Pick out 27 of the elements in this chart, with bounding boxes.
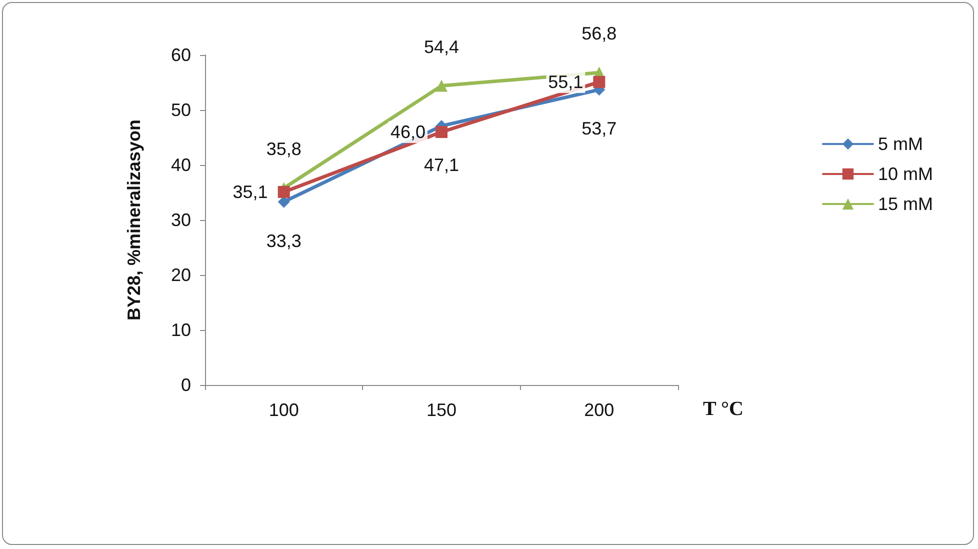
data-label: 46,0 — [390, 122, 426, 142]
legend-label: 10 mM — [878, 164, 934, 184]
y-tick-label: 20 — [170, 265, 191, 285]
data-label: 35,8 — [266, 139, 302, 160]
point — [593, 76, 606, 88]
x-tick-label: 200 — [584, 400, 614, 420]
data-label: 35,1 — [232, 182, 268, 202]
legend-label: 5 mM — [878, 134, 923, 154]
y-axis-title: BY28, %mineralizasyon — [124, 119, 144, 321]
y-tick-label: 50 — [170, 100, 191, 120]
data-label: 55,1 — [548, 72, 584, 92]
x-tick-label: 100 — [268, 400, 299, 420]
legend-label: 15 mM — [878, 194, 934, 214]
data-label: 54,4 — [424, 36, 460, 57]
point — [436, 126, 448, 138]
data-label: 56,8 — [582, 24, 617, 44]
y-tick-label: 30 — [170, 210, 191, 230]
data-label: 33,3 — [266, 230, 302, 251]
y-tick-label: 10 — [170, 320, 191, 340]
y-tick-label: 0 — [180, 375, 191, 395]
point — [436, 80, 448, 92]
x-tick-label: 150 — [426, 400, 457, 420]
x-axis-title: T °C — [703, 398, 744, 420]
data-label: 47,1 — [424, 154, 460, 175]
data-label: 53,7 — [582, 118, 617, 139]
y-tick-label: 60 — [170, 45, 191, 65]
y-tick-label: 40 — [170, 155, 191, 175]
